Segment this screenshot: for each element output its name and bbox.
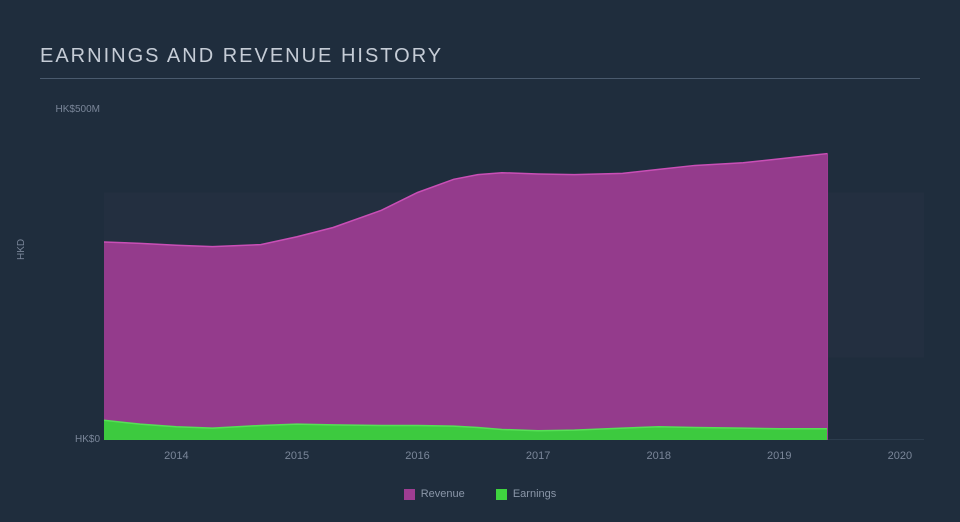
y-axis-label: HKD xyxy=(16,239,27,260)
legend-item-earnings: Earnings xyxy=(496,488,556,500)
y-tick: HK$0 xyxy=(44,434,100,445)
legend-swatch-revenue xyxy=(404,489,415,500)
x-tick: 2018 xyxy=(646,450,670,462)
legend-label-revenue: Revenue xyxy=(421,488,465,500)
title-rule xyxy=(40,78,920,79)
legend-swatch-earnings xyxy=(496,489,507,500)
x-tick: 2019 xyxy=(767,450,791,462)
x-tick: 2015 xyxy=(285,450,309,462)
y-tick: HK$500M xyxy=(44,104,100,115)
legend-label-earnings: Earnings xyxy=(513,488,556,500)
legend: Revenue Earnings xyxy=(0,488,960,503)
chart-plot xyxy=(104,110,924,440)
x-tick: 2017 xyxy=(526,450,550,462)
x-tick: 2014 xyxy=(164,450,188,462)
x-tick: 2020 xyxy=(888,450,912,462)
legend-item-revenue: Revenue xyxy=(404,488,465,500)
x-tick: 2016 xyxy=(405,450,429,462)
chart-title: EARNINGS AND REVENUE HISTORY xyxy=(40,45,443,68)
